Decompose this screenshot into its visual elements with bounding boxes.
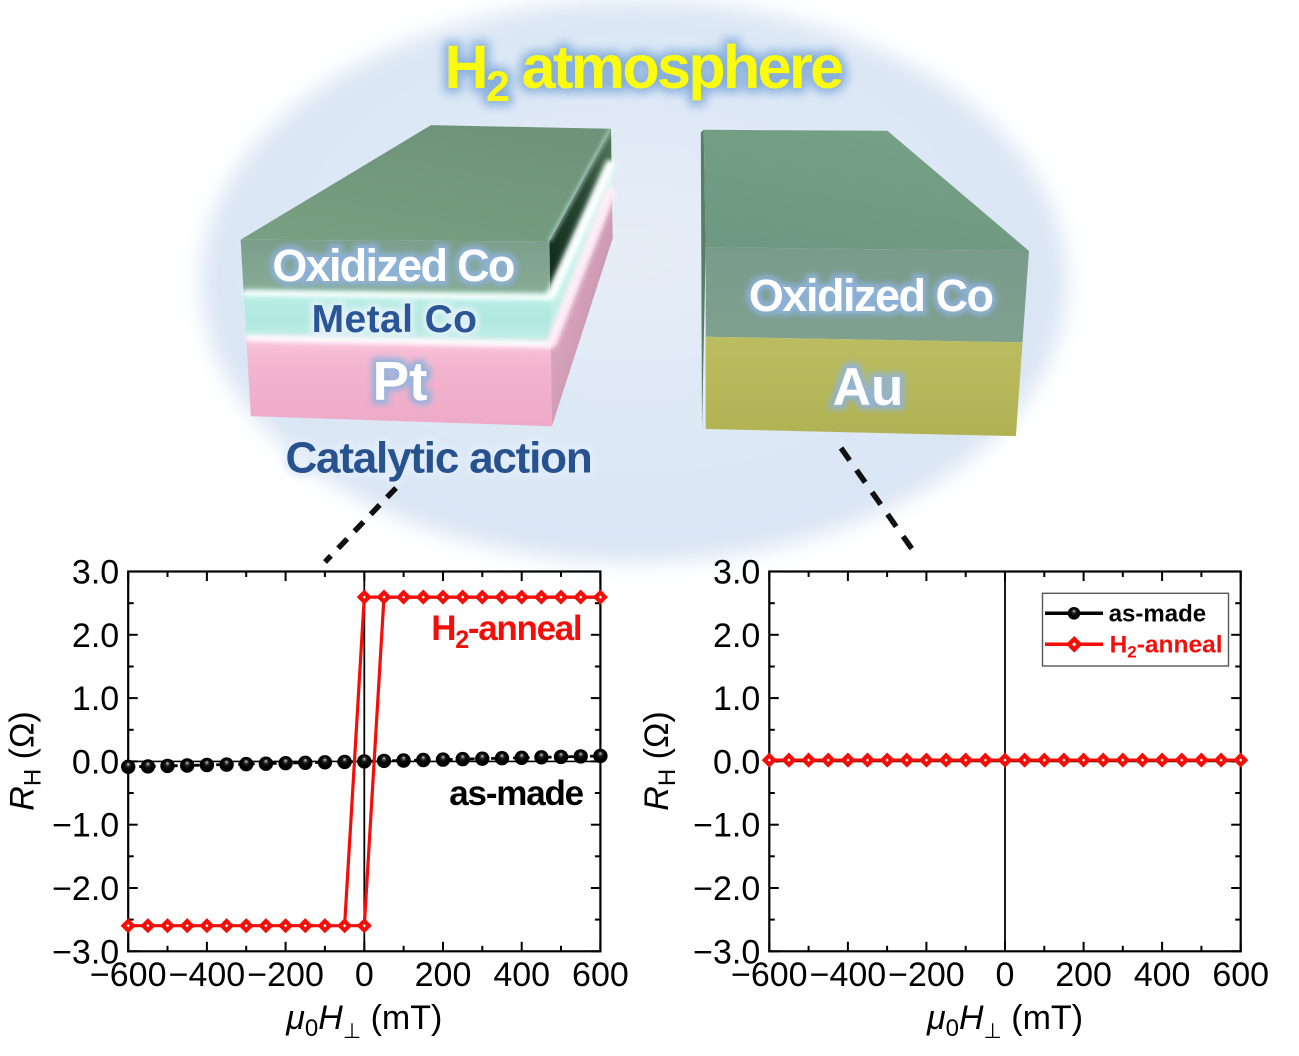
svg-text:Pt: Pt xyxy=(373,350,428,412)
svg-text:Au: Au xyxy=(833,358,904,417)
svg-text:600: 600 xyxy=(1212,956,1269,994)
svg-text:Metal Co: Metal Co xyxy=(312,298,478,341)
svg-text:−1.0: −1.0 xyxy=(693,807,760,845)
svg-text:Metal Co: Metal Co xyxy=(312,298,478,341)
svg-text:0: 0 xyxy=(355,956,374,994)
svg-text:H2 atmosphere: H2 atmosphere xyxy=(445,33,843,111)
svg-text:0.0: 0.0 xyxy=(72,743,119,781)
svg-text:1.0: 1.0 xyxy=(713,680,760,718)
svg-text:−600: −600 xyxy=(90,956,167,994)
svg-text:−600: −600 xyxy=(731,956,808,994)
svg-text:−200: −200 xyxy=(247,956,324,994)
svg-text:1.0: 1.0 xyxy=(72,680,119,718)
svg-text:0.0: 0.0 xyxy=(713,743,760,781)
svg-text:Oxidized Co: Oxidized Co xyxy=(749,270,993,321)
svg-text:as-made: as-made xyxy=(449,774,583,813)
svg-text:−3.0: −3.0 xyxy=(693,933,760,971)
svg-text:Oxidized Co: Oxidized Co xyxy=(749,270,993,321)
svg-text:−1.0: −1.0 xyxy=(52,807,119,845)
svg-text:400: 400 xyxy=(493,956,550,994)
svg-text:H2-anneal: H2-anneal xyxy=(431,609,581,654)
svg-text:μ0H⊥ (mT): μ0H⊥ (mT) xyxy=(285,999,442,1043)
svg-text:−200: −200 xyxy=(888,956,965,994)
svg-text:−2.0: −2.0 xyxy=(693,870,760,908)
svg-text:Au: Au xyxy=(833,358,904,417)
svg-text:Catalytic action: Catalytic action xyxy=(285,434,591,483)
svg-text:3.0: 3.0 xyxy=(713,554,760,592)
svg-text:−400: −400 xyxy=(169,956,246,994)
svg-text:Oxidized Co: Oxidized Co xyxy=(272,240,514,291)
svg-text:−400: −400 xyxy=(810,956,887,994)
svg-text:600: 600 xyxy=(572,956,629,994)
svg-text:as-made: as-made xyxy=(1109,601,1206,628)
svg-text:RH (Ω): RH (Ω) xyxy=(638,711,681,810)
svg-text:RH (Ω): RH (Ω) xyxy=(4,711,47,810)
svg-text:200: 200 xyxy=(415,956,472,994)
svg-text:Pt: Pt xyxy=(373,350,428,412)
svg-text:400: 400 xyxy=(1134,956,1191,994)
svg-text:200: 200 xyxy=(1055,956,1112,994)
svg-text:μ0H⊥ (mT): μ0H⊥ (mT) xyxy=(926,999,1083,1043)
svg-text:Catalytic action: Catalytic action xyxy=(285,434,591,483)
svg-text:2.0: 2.0 xyxy=(713,617,760,655)
svg-text:3.0: 3.0 xyxy=(72,554,119,592)
svg-text:2.0: 2.0 xyxy=(72,617,119,655)
svg-text:Oxidized Co: Oxidized Co xyxy=(272,240,514,291)
svg-text:−2.0: −2.0 xyxy=(52,870,119,908)
svg-text:−3.0: −3.0 xyxy=(52,933,119,971)
svg-text:H2-anneal: H2-anneal xyxy=(1110,632,1223,662)
svg-text:H2 atmosphere: H2 atmosphere xyxy=(445,33,843,111)
svg-text:0: 0 xyxy=(996,956,1015,994)
